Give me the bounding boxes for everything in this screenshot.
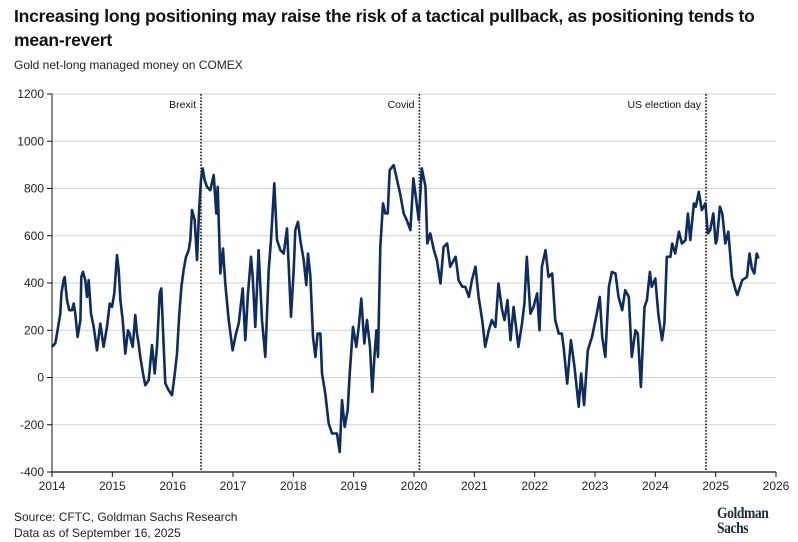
event-marker-label: Covid <box>388 99 415 111</box>
x-tick-label: 2018 <box>280 479 307 493</box>
x-axis-ticks: 2014 2015 2016 2017 2018 2019 2020 2021 2022 2023… <box>39 472 790 493</box>
source-note: Source: CFTC, Goldman Sachs Research <box>14 510 238 524</box>
y-tick-label: 0 <box>37 371 44 385</box>
x-tick-label: 2017 <box>220 479 247 493</box>
x-tick-label: 2026 <box>763 479 790 493</box>
x-tick-label: 2014 <box>39 479 66 493</box>
x-tick-label: 2021 <box>461 479 488 493</box>
x-tick-label: 2020 <box>401 479 428 493</box>
y-tick-label: 1200 <box>17 87 44 101</box>
chart-title: Increasing long positioning may raise th… <box>14 6 755 50</box>
x-tick-label: 2016 <box>159 479 186 493</box>
data-date-note: Data as of September 16, 2025 <box>14 526 181 540</box>
event-marker-label: US election day <box>627 99 701 111</box>
y-tick-label: 200 <box>24 323 44 337</box>
x-tick-label: 2024 <box>642 479 669 493</box>
x-tick-label: 2022 <box>521 479 548 493</box>
y-tick-label: 400 <box>24 276 44 290</box>
y-tick-label: 800 <box>24 182 44 196</box>
y-tick-label: -200 <box>20 418 44 432</box>
footer-notes: Source: CFTC, Goldman Sachs Research Dat… <box>14 509 237 541</box>
series-line <box>51 163 760 454</box>
event-annotations: Brexit Covid US election day <box>169 94 707 472</box>
y-axis-ticks: 1200 1000 800 600 400 200 0 -200 -400 <box>17 87 52 479</box>
x-tick-label: 2015 <box>99 479 126 493</box>
chart-subtitle: Gold net-long managed money on COMEX <box>14 58 243 72</box>
y-tick-label: 1000 <box>17 134 44 148</box>
x-tick-label: 2023 <box>582 479 609 493</box>
x-tick-label: 2019 <box>340 479 367 493</box>
y-tick-label: 600 <box>24 229 44 243</box>
x-tick-label: 2025 <box>702 479 729 493</box>
y-tick-label: -400 <box>20 465 44 479</box>
goldman-sachs-logo: Goldman Sachs <box>717 505 769 537</box>
event-marker-label: Brexit <box>169 99 196 111</box>
